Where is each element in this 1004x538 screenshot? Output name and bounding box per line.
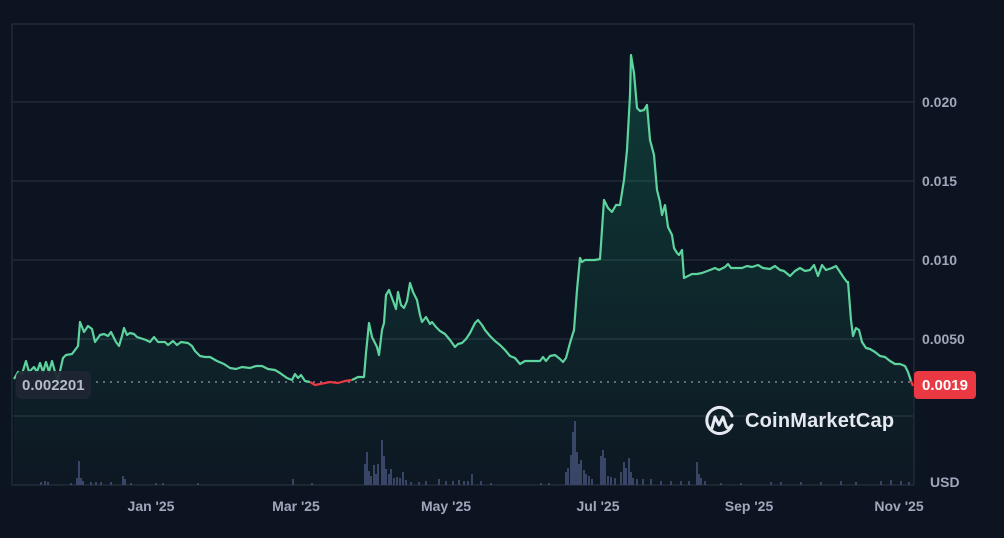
current-price-badge: 0.0019 xyxy=(914,371,976,399)
price-area-fill xyxy=(14,55,913,485)
price-line-down xyxy=(309,378,353,387)
x-axis-label-nov: Nov '25 xyxy=(874,498,924,514)
x-axis-label-mar: Mar '25 xyxy=(272,498,320,514)
x-axis-label-sep: Sep '25 xyxy=(724,498,774,514)
y-axis-label-0015: 0.015 xyxy=(922,173,958,189)
coinmarketcap-logo-icon xyxy=(705,406,734,435)
price-line-up-2 xyxy=(351,53,913,382)
coinmarketcap-watermark: CoinMarketCap xyxy=(703,404,894,438)
y-axis-label-0010: 0.010 xyxy=(922,252,958,268)
y-axis-label-0020: 0.020 xyxy=(922,94,958,110)
x-axis-label-jan: Jan '25 xyxy=(127,498,175,514)
brand-name: CoinMarketCap xyxy=(745,409,895,432)
price-line-down-end xyxy=(909,380,915,387)
x-axis-label-jul: Jul '25 xyxy=(576,498,620,514)
y-axis-label-0005: 0.0050 xyxy=(922,331,965,347)
price-line-up xyxy=(13,320,311,384)
x-axis-label-may: May '25 xyxy=(420,498,472,514)
baseline-price-label: 0.002201 xyxy=(16,371,91,399)
currency-label: USD xyxy=(930,474,960,490)
